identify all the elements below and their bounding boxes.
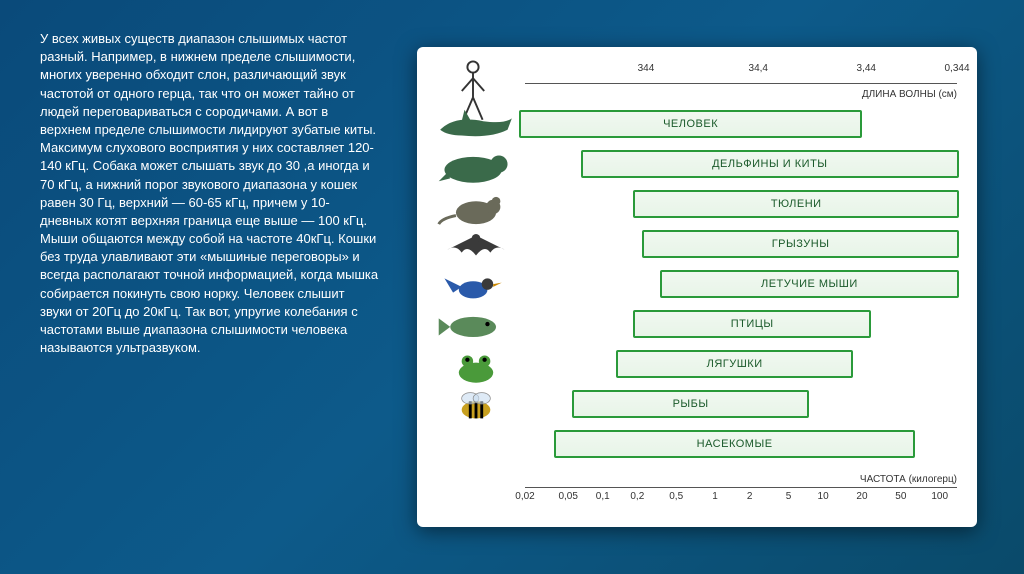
chart-rows: ЧЕЛОВЕК ДЕЛЬФИНЫ И КИТЫ ТЮЛЕНИ ГРЫЗУНЫ ЛЕТУЧ… (433, 105, 959, 469)
top-tick: 0,344 (944, 63, 969, 74)
bar-zone: ТЮЛЕНИ (519, 190, 959, 220)
bot-tick: 5 (786, 491, 792, 502)
bot-tick: 20 (856, 491, 867, 502)
frog-icon (433, 346, 519, 384)
range-bar: ГРЫЗУНЫ (642, 230, 959, 258)
range-bar: ПТИЦЫ (633, 310, 871, 338)
bot-tick: 10 (818, 491, 829, 502)
range-bar: РЫБЫ (572, 390, 810, 418)
range-bar: ЧЕЛОВЕК (519, 110, 862, 138)
bird-icon (433, 266, 519, 304)
chart-column: 344 34,4 3,44 0,344 ДЛИНА ВОЛНЫ (см) ЧЕЛОВЕ… (400, 0, 1024, 574)
chart-row: ПТИЦЫ (433, 305, 959, 345)
rodent-icon (433, 186, 519, 224)
range-bar: ЛЯГУШКИ (616, 350, 854, 378)
bar-zone: ПТИЦЫ (519, 310, 959, 340)
bar-zone: ЛЯГУШКИ (519, 350, 959, 380)
chart-row: ТЮЛЕНИ (433, 185, 959, 225)
top-tick: 3,44 (857, 63, 876, 74)
bot-tick: 0,5 (669, 491, 683, 502)
chart-row: НАСЕКОМЫЕ (433, 425, 959, 465)
bar-zone: НАСЕКОМЫЕ (519, 430, 959, 460)
bot-tick: 2 (747, 491, 753, 502)
chart-row: ГРЫЗУНЫ (433, 225, 959, 265)
range-bar: ЛЕТУЧИЕ МЫШИ (660, 270, 959, 298)
bot-tick: 0,05 (558, 491, 577, 502)
chart-row: ЧЕЛОВЕК (433, 105, 959, 145)
bot-tick: 0,1 (596, 491, 610, 502)
fish-icon (433, 306, 519, 344)
range-bar: ТЮЛЕНИ (633, 190, 959, 218)
bot-tick: 0,02 (515, 491, 534, 502)
bar-zone: ЛЕТУЧИЕ МЫШИ (519, 270, 959, 300)
range-bar: ДЕЛЬФИНЫ И КИТЫ (581, 150, 959, 178)
hearing-range-chart: 344 34,4 3,44 0,344 ДЛИНА ВОЛНЫ (см) ЧЕЛОВЕ… (417, 47, 977, 527)
bot-tick: 0,2 (630, 491, 644, 502)
chart-row: ДЕЛЬФИНЫ И КИТЫ (433, 145, 959, 185)
range-bar: НАСЕКОМЫЕ (554, 430, 915, 458)
bot-axis: 0,020,050,10,20,5125102050100 (525, 483, 957, 507)
chart-row: ЛЕТУЧИЕ МЫШИ (433, 265, 959, 305)
bot-tick: 1 (712, 491, 718, 502)
bar-zone: ГРЫЗУНЫ (519, 230, 959, 260)
bee-icon (433, 386, 519, 424)
bot-tick: 100 (931, 491, 948, 502)
chart-row: ЛЯГУШКИ (433, 345, 959, 385)
body-text: У всех живых существ диапазон слышимых ч… (40, 30, 380, 357)
dolphin-icon (433, 106, 519, 144)
bar-zone: ЧЕЛОВЕК (519, 110, 959, 140)
top-tick: 34,4 (749, 63, 768, 74)
bat-icon (433, 226, 519, 264)
top-tick: 344 (638, 63, 655, 74)
top-axis: 34434,43,440,344 (525, 63, 957, 87)
seal-icon (433, 146, 519, 184)
blank-icon (433, 426, 519, 464)
bar-zone: РЫБЫ (519, 390, 959, 420)
bar-zone: ДЕЛЬФИНЫ И КИТЫ (519, 150, 959, 180)
top-axis-label: ДЛИНА ВОЛНЫ (см) (862, 89, 957, 100)
body-text-column: У всех живых существ диапазон слышимых ч… (0, 0, 400, 574)
bot-tick: 50 (895, 491, 906, 502)
chart-row: РЫБЫ (433, 385, 959, 425)
